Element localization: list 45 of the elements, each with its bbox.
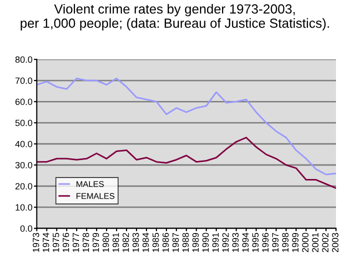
- y-tick-label: 30.0: [15, 162, 32, 168]
- x-tick-label: 1986: [162, 232, 169, 252]
- x-tick-label: 2003: [332, 232, 338, 252]
- x-tick-label: 1994: [242, 232, 249, 252]
- x-tick-label: 1980: [102, 232, 109, 252]
- line-series: [36, 78, 336, 176]
- x-tick-label: 1983: [132, 232, 139, 252]
- x-tick-label: 1990: [202, 232, 209, 252]
- chart-title: Violent crime rates by gender 1973-2003, per 1,000 people; (data: Bureau of Justice Statistics).: [20, 4, 329, 30]
- x-tick-label: 1995: [252, 232, 259, 252]
- x-tick-label: 1996: [262, 232, 269, 252]
- y-tick-label: 80.0: [15, 56, 32, 63]
- x-tick-label: 1992: [222, 232, 229, 252]
- legend-label: MALES: [76, 181, 104, 188]
- x-tick-label: 1979: [92, 232, 100, 252]
- x-tick-label: 1981: [112, 232, 119, 252]
- x-tick-label: 1997: [272, 232, 279, 252]
- line-series: [36, 136, 336, 189]
- x-tick-label: 1999: [292, 232, 299, 252]
- x-tick-label: 1988: [182, 232, 189, 252]
- x-tick-label: 2000: [302, 232, 308, 252]
- y-tick-label: 20.0: [15, 183, 32, 190]
- x-tick-label: 2002: [322, 232, 328, 252]
- x-tick-label: 1984: [142, 232, 149, 252]
- y-tick-label: 40.0: [15, 140, 32, 148]
- x-tick-label: 1993: [232, 232, 239, 252]
- y-tick-label: 0.0: [20, 225, 32, 232]
- x-tick-label: 1982: [122, 232, 129, 252]
- x-tick-label: 1974: [42, 232, 50, 252]
- x-tick-label: 1976: [62, 232, 70, 252]
- x-tick-label: 2001: [312, 232, 318, 252]
- x-tick-label: 1998: [282, 232, 289, 252]
- x-tick-label: 1977: [72, 232, 80, 252]
- legend-label: FEMALES: [76, 193, 114, 199]
- y-tick-label: 60.0: [15, 98, 32, 105]
- x-tick-label: 1973: [32, 232, 40, 252]
- x-tick-label: 1989: [192, 232, 199, 252]
- y-tick-label: 70.0: [15, 77, 32, 84]
- x-tick-label: 1985: [152, 232, 159, 252]
- x-tick-label: 1978: [82, 232, 90, 252]
- y-tick-label: 50.0: [15, 120, 32, 126]
- x-tick-label: 1987: [172, 232, 179, 252]
- x-tick-label: 1991: [212, 232, 219, 252]
- y-tick-label: 10.0: [16, 204, 32, 211]
- x-tick-label: 1975: [52, 232, 60, 252]
